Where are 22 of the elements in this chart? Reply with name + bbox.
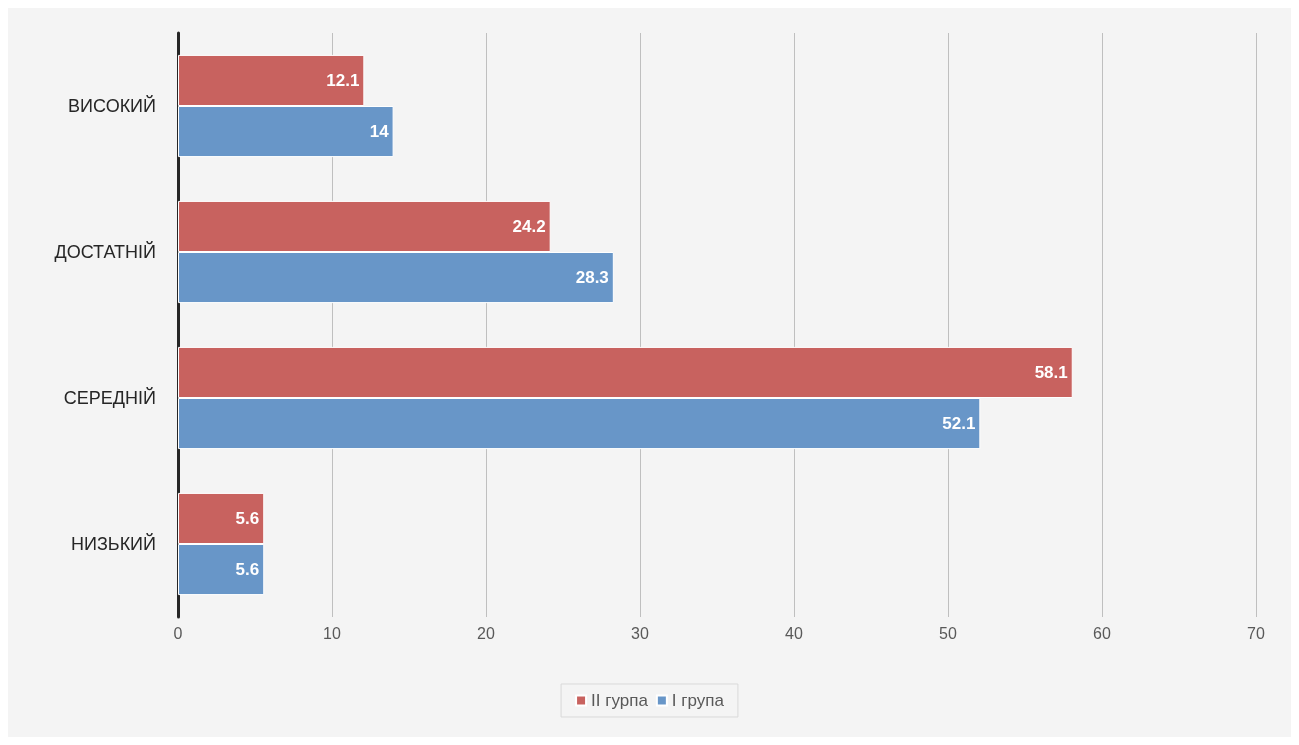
x-tick-label: 10 [323,624,341,642]
x-tick-label: 20 [477,624,495,642]
x-tick-label: 0 [173,624,183,642]
x-tick-label: 30 [631,624,649,642]
data-label: 5.6 [235,560,260,580]
legend-label: II гурпа [591,691,649,710]
data-label: 14 [369,122,390,142]
legend-label: I група [671,691,725,710]
y-tick-label: СЕРЕДНІЙ [63,387,156,408]
x-tick-label: 50 [939,624,957,642]
y-tick-label: ДОСТАТНІЙ [54,241,156,262]
x-tick-label: 70 [1247,624,1265,642]
data-label: 24.2 [512,216,546,236]
x-tick-label: 60 [1093,624,1111,642]
y-tick-label: НИЗЬКИЙ [71,533,156,554]
y-tick-label: ВИСОКИЙ [68,95,156,116]
data-label: 12.1 [326,70,360,90]
data-label: 52.1 [942,414,976,434]
data-label: 5.6 [235,508,260,528]
x-tick-label: 40 [785,624,803,642]
data-label: 58.1 [1034,362,1068,382]
data-label: 28.3 [575,268,609,288]
